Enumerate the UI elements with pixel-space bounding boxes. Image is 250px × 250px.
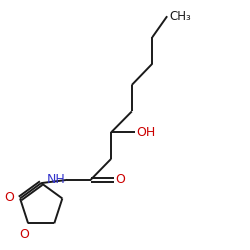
Text: O: O (20, 228, 29, 241)
Text: O: O (4, 191, 14, 204)
Text: OH: OH (136, 126, 155, 139)
Text: O: O (115, 174, 125, 186)
Text: NH: NH (47, 174, 66, 186)
Text: CH₃: CH₃ (169, 10, 191, 23)
